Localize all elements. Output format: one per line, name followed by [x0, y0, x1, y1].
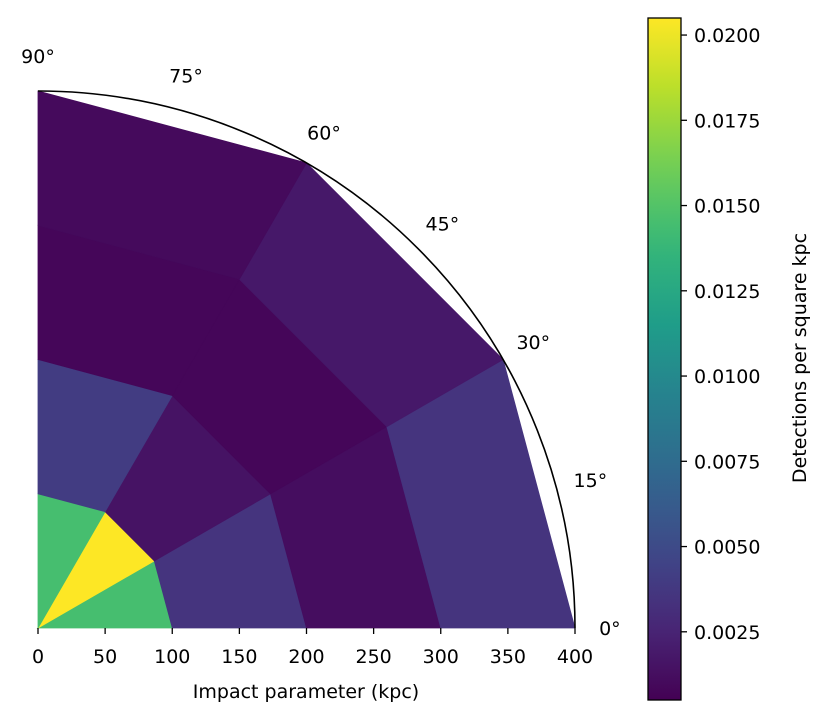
angle-tick-label: 15° — [574, 470, 608, 492]
plot-frame — [37, 90, 576, 629]
colorbar-label: Detections per square kpc — [789, 233, 811, 483]
angle-tick-label: 75° — [169, 66, 203, 88]
colorbar-tick-label: 0.0075 — [694, 451, 760, 473]
colorbar-tick-label: 0.0100 — [694, 366, 760, 388]
angle-tick-labels: 0° 15° 30° 45° 60° 75° 90° — [21, 46, 621, 640]
x-tick-label: 300 — [423, 646, 459, 668]
x-tick-label: 200 — [288, 646, 324, 668]
colorbar-gradient — [647, 17, 682, 701]
x-tick-label: 150 — [221, 646, 257, 668]
x-tick-label: 350 — [490, 646, 526, 668]
x-tick-label: 50 — [93, 646, 117, 668]
angle-tick-label: 60° — [307, 123, 341, 145]
x-tick-label: 250 — [355, 646, 391, 668]
x-tick-label: 0 — [32, 646, 44, 668]
colorbar-tick-label: 0.0200 — [694, 25, 760, 47]
angle-tick-label: 45° — [426, 214, 460, 236]
colorbar-tick-label: 0.0175 — [694, 110, 760, 132]
x-axis-label: Impact parameter (kpc) — [193, 681, 419, 703]
colorbar-tick-label: 0.0150 — [694, 196, 760, 218]
angle-tick-label: 0° — [599, 618, 621, 640]
colorbar: 0.0025 0.0050 0.0075 0.0100 0.0125 0.0150 0.01… — [647, 17, 760, 701]
heatmap-cells — [36, 90, 576, 630]
polar-frame-arc — [37, 90, 576, 629]
colorbar-tick-label: 0.0050 — [694, 537, 760, 559]
angle-tick-label: 90° — [21, 46, 55, 68]
colorbar-tick-label: 0.0125 — [694, 281, 760, 303]
x-tick-label: 400 — [557, 646, 593, 668]
x-axis: 0 50 100 150 200 250 300 350 400 — [32, 628, 593, 668]
colorbar-tick-label: 0.0025 — [694, 622, 760, 644]
x-tick-label: 100 — [154, 646, 190, 668]
angle-tick-label: 30° — [516, 332, 550, 354]
